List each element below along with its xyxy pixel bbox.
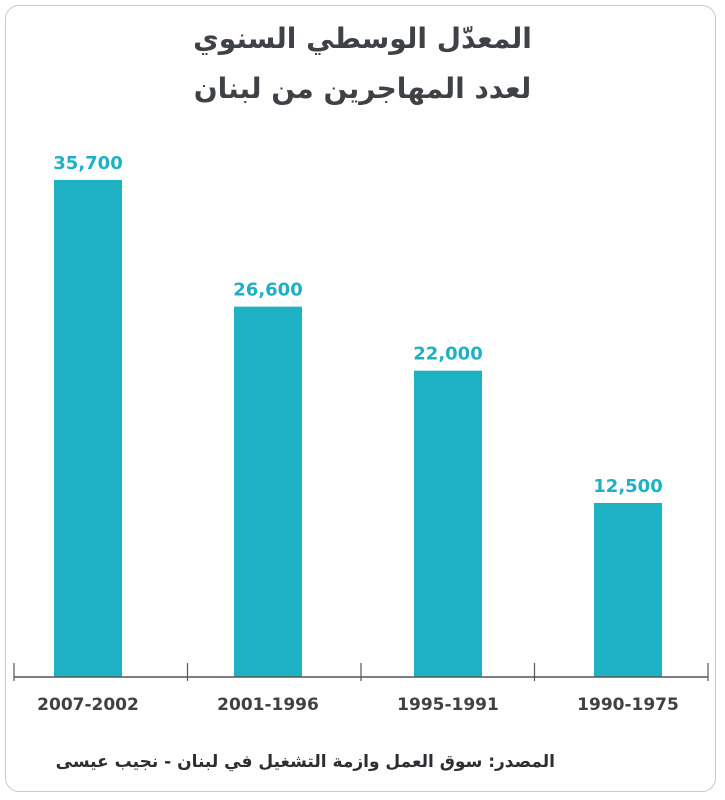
x-tick-label: 1990-1975 <box>577 695 679 715</box>
chart-frame <box>5 5 716 792</box>
bar <box>234 306 302 677</box>
data-label: 12,500 <box>593 476 662 497</box>
data-label: 22,000 <box>413 344 482 365</box>
data-label: 26,600 <box>233 280 302 301</box>
x-tick-label: 2001-1996 <box>217 695 319 715</box>
data-label: 35,700 <box>53 153 122 174</box>
source-note: المصدر: سوق العمل وازمة التشغيل في لبنان… <box>55 752 555 772</box>
bar <box>54 179 122 677</box>
chart-title-line-1: المعدّل الوسطي السنوي <box>193 22 532 55</box>
x-tick-label: 1995-1991 <box>397 695 499 715</box>
chart-title-line-2: لعدد المهاجرين من لبنان <box>193 72 532 105</box>
x-tick-label: 2007-2002 <box>37 695 139 715</box>
bar <box>414 370 482 677</box>
bar <box>594 502 662 677</box>
